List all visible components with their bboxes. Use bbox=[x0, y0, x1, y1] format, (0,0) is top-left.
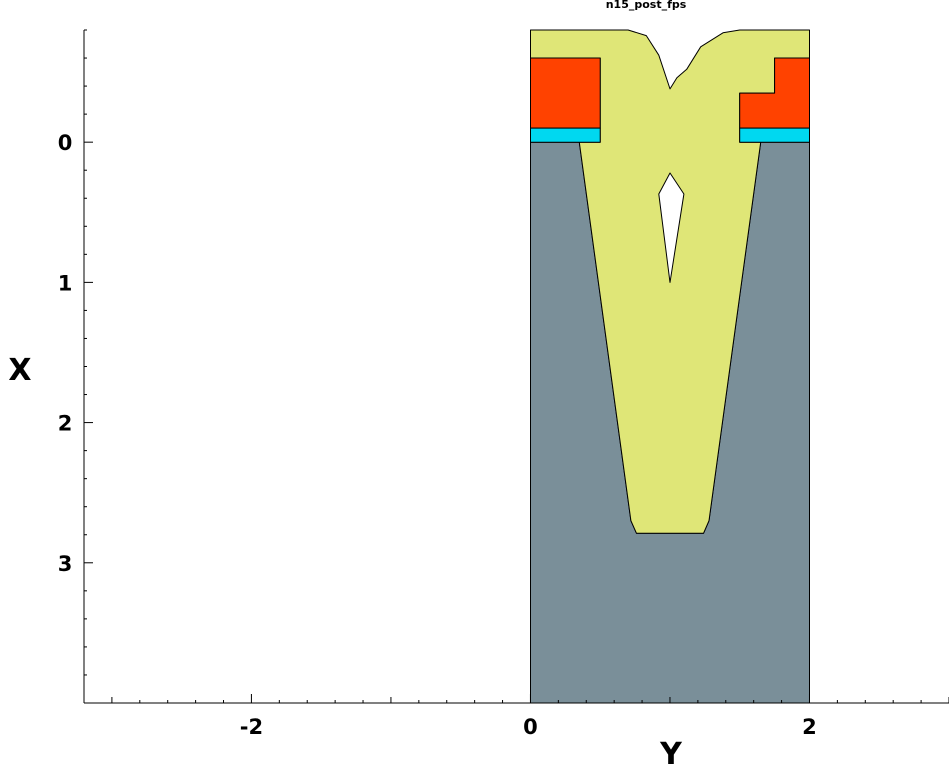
x-axis-ticks: -2 0 2 bbox=[111, 694, 949, 739]
x-tick-label: 2 bbox=[802, 715, 817, 739]
material-regions bbox=[530, 29, 810, 704]
y-tick-label: 1 bbox=[58, 271, 73, 295]
x-axis-title: Y bbox=[659, 737, 683, 772]
plot-title: n15_post_fps bbox=[606, 0, 687, 11]
y-tick-label: 2 bbox=[58, 412, 73, 436]
y-tick-label: 0 bbox=[58, 131, 73, 155]
region-nitride-2 bbox=[530, 57, 601, 129]
region-pad_oxide-5 bbox=[739, 127, 810, 143]
y-axis-ticks: 0 1 2 3 bbox=[58, 29, 93, 704]
axis-lines bbox=[83, 30, 949, 704]
region-pad_oxide-4 bbox=[530, 127, 601, 143]
x-tick-label: -2 bbox=[240, 715, 263, 739]
region-void-6 bbox=[658, 172, 685, 283]
y-axis-title: X bbox=[8, 353, 31, 388]
y-tick-label: 3 bbox=[58, 552, 73, 576]
x-tick-label: 0 bbox=[523, 715, 538, 739]
